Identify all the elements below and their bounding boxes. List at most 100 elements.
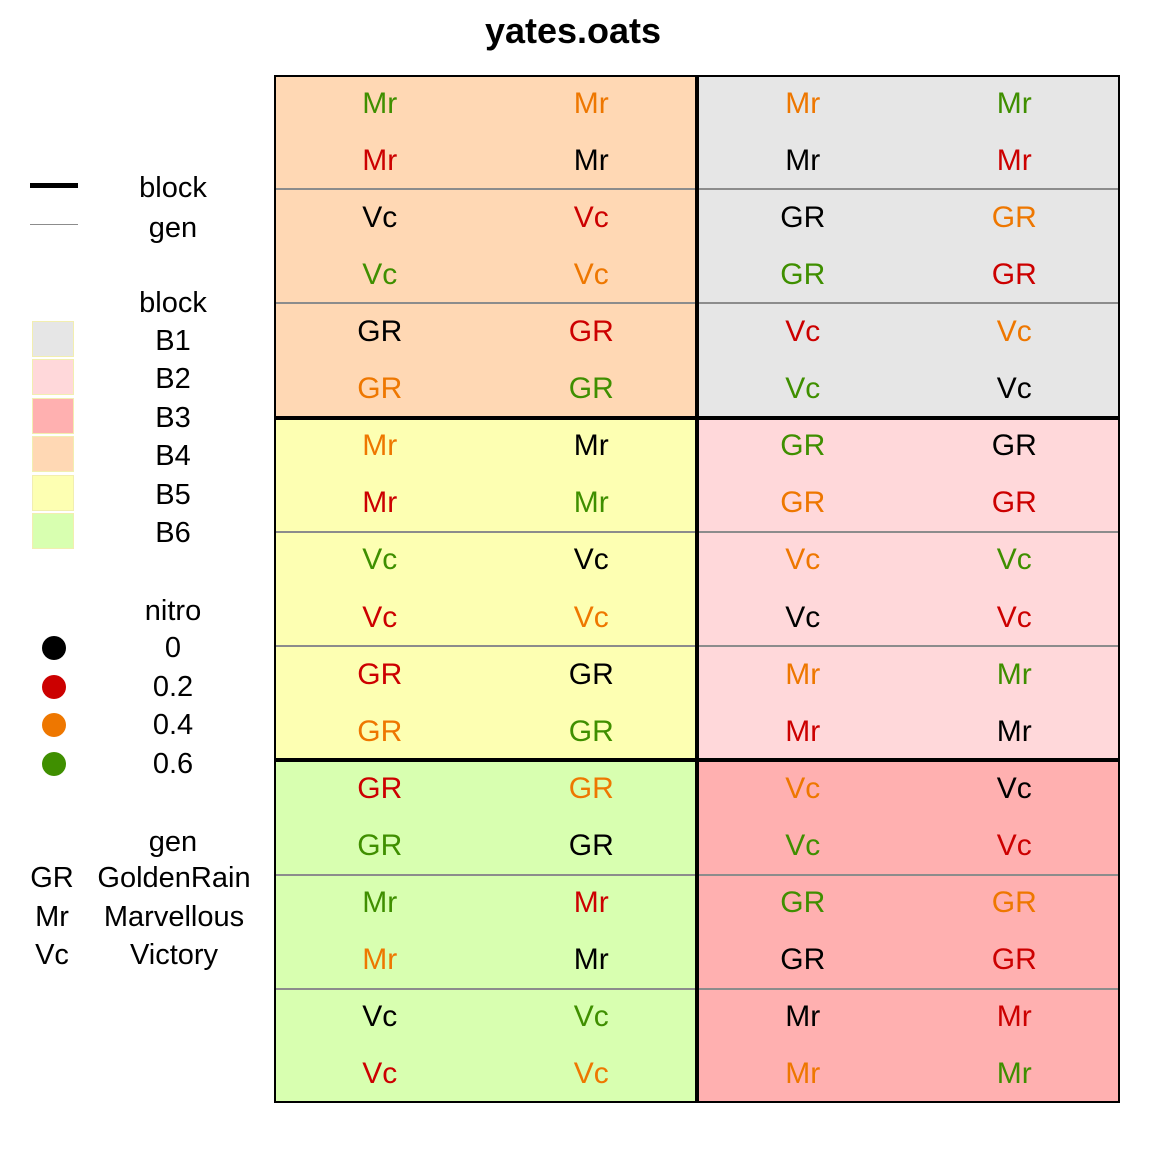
plot-cell: Vc (785, 314, 821, 348)
plot-cell: Mr (785, 714, 821, 748)
plot-cell: Vc (996, 543, 1032, 577)
plot-cell: GR (780, 943, 826, 977)
block-legend-label: B1 (155, 325, 191, 357)
plot-cell: Mr (785, 86, 821, 120)
block-swatch-b3 (32, 397, 74, 434)
plot-cell: GR (991, 200, 1037, 234)
plot-cell: Mr (996, 1000, 1032, 1034)
block-legend-label: B5 (155, 478, 191, 511)
plot-cell: Vc (573, 1000, 609, 1034)
plot-cell: GR (568, 714, 614, 748)
nitro-dot-icon (42, 751, 66, 776)
plot-cell: GR (991, 429, 1037, 463)
block-region-b4 (274, 75, 697, 418)
plot-cell: Mr (573, 486, 609, 520)
plot-cell: Vc (785, 600, 821, 634)
plot-cell: GR (780, 429, 826, 463)
plot-cell: Vc (996, 828, 1032, 862)
plot-cell: GR (568, 372, 614, 406)
plot-cell: GR (991, 886, 1037, 920)
plot-cell: Mr (362, 486, 398, 520)
plot-cell: GR (568, 771, 614, 805)
block-legend-label: B6 (155, 517, 191, 549)
chart-title: yates.oats (484, 10, 662, 51)
plot-cell: GR (568, 657, 614, 691)
block-divider-line (695, 75, 699, 1103)
plot-cell: Vc (573, 200, 609, 234)
plot-cell: GR (780, 257, 826, 291)
block-region-b1 (697, 75, 1120, 418)
block-legend-label: B4 (155, 440, 191, 473)
plot-cell: Vc (573, 600, 609, 634)
plot-cell: Vc (362, 543, 398, 577)
gen-legend-code: Mr (35, 900, 69, 933)
legend: block gen block B1 B2 B3 B4 B5 B6 nitro 0 0.2 0… (0, 0, 270, 1152)
plot-cell: Mr (573, 143, 609, 177)
plot-cell: Mr (362, 886, 398, 920)
gen-legend-name: Victory (129, 939, 219, 971)
plot-cell: GR (991, 943, 1037, 977)
block-swatch-b4 (32, 436, 74, 473)
plot-cell: Vc (785, 771, 821, 805)
plot-cell: Vc (996, 372, 1032, 406)
plot-cell: Vc (362, 200, 398, 234)
legend-nitro-title: nitro (144, 595, 202, 627)
gen-line-sample (30, 224, 78, 225)
plot-cell: GR (357, 314, 403, 348)
plot-cell: Mr (362, 943, 398, 977)
gen-legend-code: Vc (35, 939, 69, 971)
plot-cell: Vc (996, 600, 1032, 634)
legend-gen-title: gen (148, 826, 198, 858)
block-swatch-b6 (32, 513, 74, 549)
gen-legend-code: GR (30, 862, 74, 894)
plot-cell: Mr (996, 86, 1032, 120)
plot-cell: Vc (785, 828, 821, 862)
plot-cell: Vc (362, 600, 398, 634)
plot-cell: Vc (362, 257, 398, 291)
plot-cell: GR (568, 828, 614, 862)
block-legend-label: B2 (155, 363, 191, 396)
block-line-sample (30, 183, 78, 188)
plot-cell: Mr (362, 86, 398, 120)
gen-legend-name: GoldenRain (97, 862, 251, 894)
plot-cell: Mr (996, 714, 1032, 748)
plot-cell: GR (780, 486, 826, 520)
nitro-legend-label: 0.4 (152, 709, 194, 741)
plot-cell: Mr (362, 143, 398, 177)
plot-cell: GR (357, 714, 403, 748)
plot-cell: Mr (573, 886, 609, 920)
plot-cell: Mr (785, 143, 821, 177)
block-region-b6 (274, 760, 697, 1103)
plot-cell: Vc (996, 314, 1032, 348)
plot-cell: Vc (362, 1057, 398, 1091)
plot-cell: GR (357, 828, 403, 862)
nitro-legend-label: 0.2 (152, 670, 194, 703)
plot-cell: Vc (785, 543, 821, 577)
plot-cell: GR (991, 486, 1037, 520)
nitro-legend-label: 0.6 (152, 747, 194, 780)
plot-cell: Mr (362, 429, 398, 463)
plot-cell: GR (780, 886, 826, 920)
legend-line-block-label: block (139, 172, 207, 204)
plot-cell: Vc (362, 1000, 398, 1034)
plot-cell: Mr (785, 657, 821, 691)
plot-cell: Mr (996, 143, 1032, 177)
plot-cell: Vc (785, 372, 821, 406)
plot-cell: Mr (785, 1057, 821, 1091)
plot-cell: Vc (996, 771, 1032, 805)
nitro-dot-icon (42, 674, 66, 699)
plot-cell: Mr (996, 657, 1032, 691)
block-swatch-b5 (32, 474, 74, 511)
block-legend-label: B3 (155, 401, 191, 434)
plot-cell: Mr (573, 429, 609, 463)
plot-cell: GR (780, 200, 826, 234)
plot-cell: Vc (573, 1057, 609, 1091)
block-region-b5 (274, 417, 697, 761)
legend-block-title: block (139, 287, 207, 319)
plot-cell: GR (357, 372, 403, 406)
plot-cell: Vc (573, 257, 609, 291)
nitro-legend-label: 0 (164, 632, 182, 664)
block-swatch-b2 (32, 359, 74, 396)
plot-cell: GR (991, 257, 1037, 291)
nitro-dot-icon (42, 636, 66, 660)
